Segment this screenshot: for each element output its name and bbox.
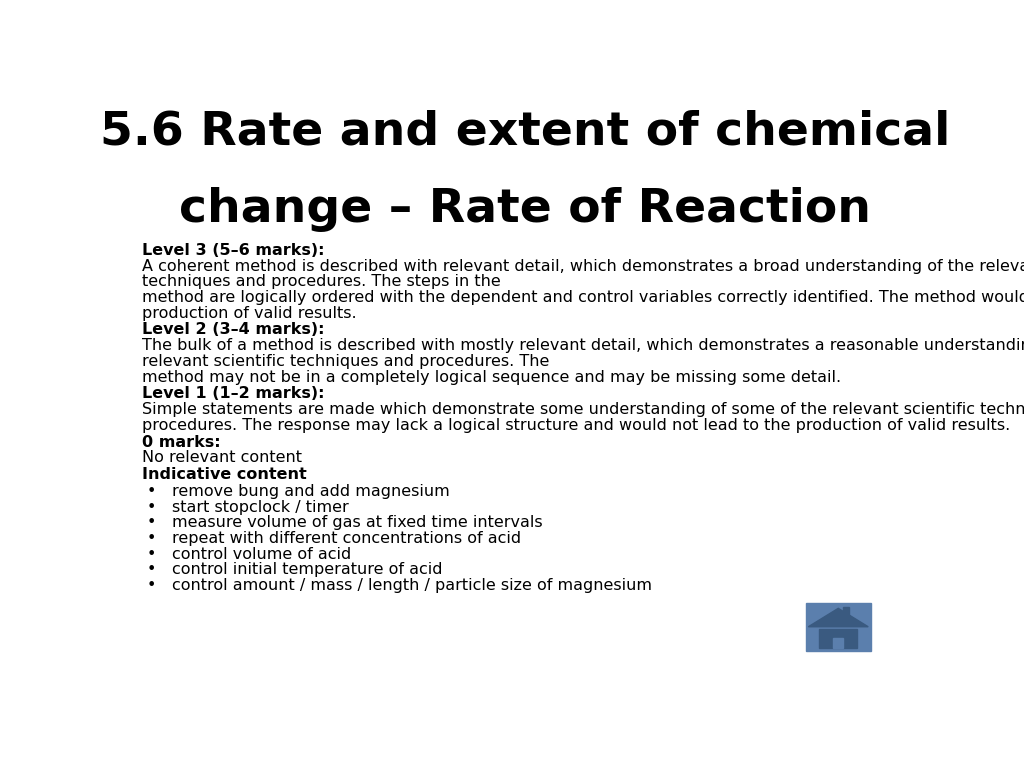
Text: control initial temperature of acid: control initial temperature of acid bbox=[172, 562, 443, 578]
Text: production of valid results.: production of valid results. bbox=[142, 306, 357, 321]
Bar bbox=[806, 603, 870, 651]
Text: 5.6 Rate and extent of chemical: 5.6 Rate and extent of chemical bbox=[99, 110, 950, 155]
Text: •: • bbox=[147, 515, 157, 530]
Bar bbox=[844, 607, 849, 616]
Text: Simple statements are made which demonstrate some understanding of some of the r: Simple statements are made which demonst… bbox=[142, 402, 1024, 417]
Text: •: • bbox=[147, 500, 157, 515]
Text: •: • bbox=[147, 578, 157, 593]
Text: Level 3 (5–6 marks):: Level 3 (5–6 marks): bbox=[142, 243, 325, 258]
Text: •: • bbox=[147, 531, 157, 546]
Text: The bulk of a method is described with mostly relevant detail, which demonstrate: The bulk of a method is described with m… bbox=[142, 338, 1024, 353]
Text: procedures. The response may lack a logical structure and would not lead to the : procedures. The response may lack a logi… bbox=[142, 418, 1011, 432]
Text: method are logically ordered with the dependent and control variables correctly : method are logically ordered with the de… bbox=[142, 290, 1024, 305]
Text: •: • bbox=[147, 484, 157, 499]
Text: repeat with different concentrations of acid: repeat with different concentrations of … bbox=[172, 531, 521, 546]
Text: control amount / mass / length / particle size of magnesium: control amount / mass / length / particl… bbox=[172, 578, 652, 593]
Text: relevant scientific techniques and procedures. The: relevant scientific techniques and proce… bbox=[142, 354, 550, 369]
Text: 0 marks:: 0 marks: bbox=[142, 435, 221, 449]
Text: Indicative content: Indicative content bbox=[142, 467, 307, 482]
Text: Level 2 (3–4 marks):: Level 2 (3–4 marks): bbox=[142, 323, 325, 337]
Polygon shape bbox=[808, 608, 868, 627]
Text: •: • bbox=[147, 562, 157, 578]
Text: techniques and procedures. The steps in the: techniques and procedures. The steps in … bbox=[142, 274, 501, 290]
Text: measure volume of gas at fixed time intervals: measure volume of gas at fixed time inte… bbox=[172, 515, 543, 530]
Text: start stopclock / timer: start stopclock / timer bbox=[172, 500, 349, 515]
Bar bbox=[819, 629, 857, 647]
Text: •: • bbox=[147, 547, 157, 561]
Text: control volume of acid: control volume of acid bbox=[172, 547, 351, 561]
Text: Level 1 (1–2 marks):: Level 1 (1–2 marks): bbox=[142, 386, 325, 402]
Text: method may not be in a completely logical sequence and may be missing some detai: method may not be in a completely logica… bbox=[142, 369, 842, 385]
Text: No relevant content: No relevant content bbox=[142, 450, 302, 465]
Text: A coherent method is described with relevant detail, which demonstrates a broad : A coherent method is described with rele… bbox=[142, 259, 1024, 273]
Text: change – Rate of Reaction: change – Rate of Reaction bbox=[179, 187, 870, 232]
Bar bbox=[834, 638, 844, 647]
Text: remove bung and add magnesium: remove bung and add magnesium bbox=[172, 484, 451, 499]
